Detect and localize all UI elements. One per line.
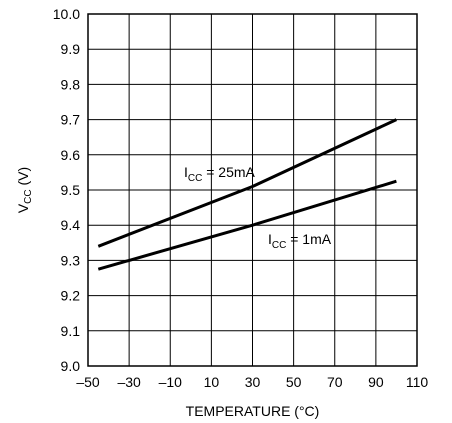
x-tick-label: 30: [245, 374, 261, 390]
y-tick-label: 9.1: [61, 323, 81, 339]
series-label-rest: = 25mA: [202, 164, 255, 180]
x-tick-label: 10: [204, 374, 220, 390]
y-tick-label: 9.6: [61, 147, 81, 163]
y-tick-label: 9.3: [61, 252, 81, 268]
y-tick-label: 9.7: [61, 112, 81, 128]
series-lines: [97, 118, 398, 271]
series-label-rest: = 1mA: [286, 231, 331, 247]
y-axis-title-sub: CC: [23, 189, 34, 203]
x-tick-label: 50: [286, 374, 302, 390]
x-tick-label: 70: [327, 374, 343, 390]
y-tick-label: 10.0: [53, 6, 80, 22]
x-tick-label: –30: [117, 374, 141, 390]
y-tick-label: 9.2: [61, 288, 81, 304]
x-tick-label: –50: [76, 374, 100, 390]
y-tick-label: 9.4: [61, 217, 81, 233]
y-tick-label: 9.0: [61, 358, 81, 374]
series-line-0: [97, 118, 398, 248]
y-tick-label: 9.9: [61, 41, 81, 57]
y-tick-labels: 9.0 9.1 9.2 9.3 9.4 9.5 9.6 9.7 9.8 9.9 10.0: [53, 6, 80, 374]
y-tick-label: 9.8: [61, 76, 81, 92]
y-axis-title: VCC (V): [15, 167, 34, 213]
series-label-sub: CC: [188, 173, 202, 184]
series-label-main: I: [184, 164, 188, 180]
x-tick-label: –10: [159, 374, 183, 390]
plot-frame: [87, 13, 418, 367]
series-label-main: I: [268, 231, 272, 247]
x-axis-title: TEMPERATURE (°C): [186, 403, 320, 419]
y-axis-title-unit: (V): [15, 167, 31, 190]
chart-grid: [88, 14, 417, 366]
y-axis-title-main: V: [15, 203, 31, 213]
x-tick-label: 90: [368, 374, 384, 390]
series-label-sub: CC: [272, 240, 286, 251]
series-line-1: [97, 179, 397, 271]
y-tick-label: 9.5: [61, 182, 81, 198]
x-tick-label: 110: [406, 374, 429, 390]
series-label-25ma: ICC = 25mA: [184, 164, 256, 184]
x-tick-labels: –50 –30 –10 10 30 50 70 90 110: [76, 374, 428, 390]
series-label-1ma: ICC = 1mA: [268, 231, 332, 251]
